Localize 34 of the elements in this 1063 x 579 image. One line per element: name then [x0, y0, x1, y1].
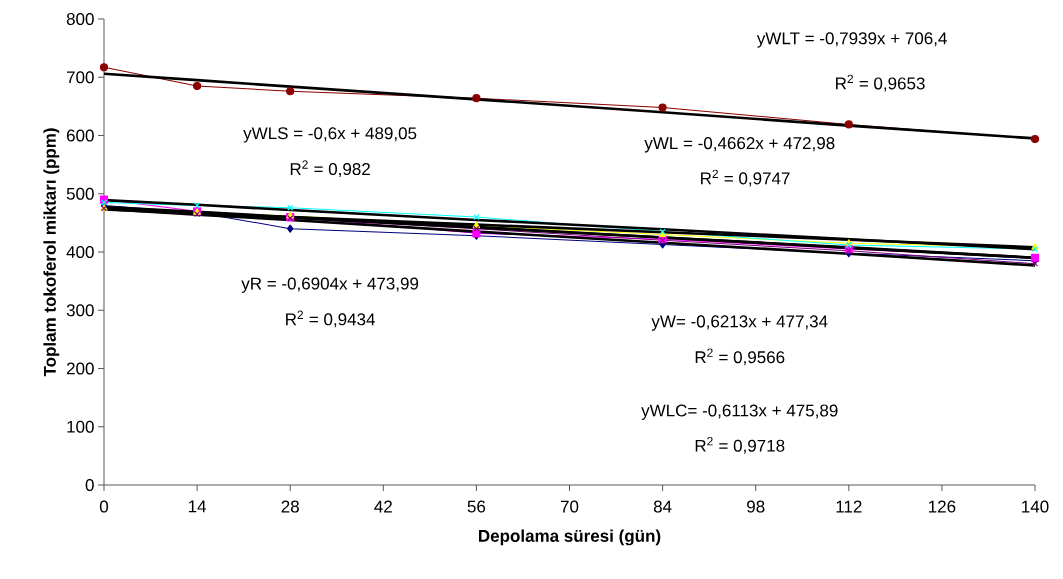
annotation: R$^{2}$ = 0,9653: [836, 74, 925, 92]
x-tick-label: 112: [836, 500, 862, 513]
y-tick-label: 700: [66, 71, 94, 84]
x-tick-label: 70: [560, 500, 579, 513]
y-tick-label: 600: [66, 129, 94, 142]
x-tick-label: 56: [467, 500, 486, 513]
annotation: R$^{2}$ = 0,982: [290, 160, 370, 178]
x-tick-label: 14: [188, 500, 207, 513]
x-tick-label: 126: [929, 500, 956, 513]
y-tick-label: 100: [67, 420, 94, 433]
x-tick-label: 84: [653, 500, 672, 513]
x-tick-label: 98: [747, 500, 765, 513]
annotation: yWL = -0,4662x + 472,98: [644, 137, 835, 153]
y-tick-label: 200: [66, 362, 94, 375]
annotation: R$^{2}$ = 0,9747: [701, 169, 790, 187]
x-tick-label: 0: [99, 500, 109, 513]
x-tick-label: 28: [281, 500, 299, 513]
annotation: yW= -0,6213x + 477,34: [651, 315, 828, 331]
y-tick-label: 800: [66, 12, 94, 26]
annotation: R$^{2}$ = 0,9566: [695, 348, 785, 366]
x-axis-title: Depolama süresi (gün): [479, 529, 661, 546]
annotation: yWLC= -0,6113x + 475,89: [641, 404, 838, 420]
y-tick-label: 0: [85, 478, 94, 492]
y-tick-label: 500: [66, 187, 94, 200]
y-tick-label: 400: [66, 245, 94, 259]
annotation: yWLT = -0,7939x + 706,4: [756, 32, 947, 48]
annotation: yWLS = -0,6x + 489,05: [243, 127, 417, 143]
y-tick-label: 300: [66, 304, 94, 317]
annotation: R$^{2}$ = 0,9718: [695, 437, 785, 454]
annotation: R$^{2}$ = 0,9434: [286, 310, 375, 328]
x-tick-label: 140: [1022, 500, 1049, 513]
x-tick-label: 42: [374, 500, 392, 513]
y-axis-title: Toplam tokoferol miktarı (ppm): [43, 128, 60, 377]
annotation: yR = -0,6904x + 473,99: [241, 277, 419, 293]
